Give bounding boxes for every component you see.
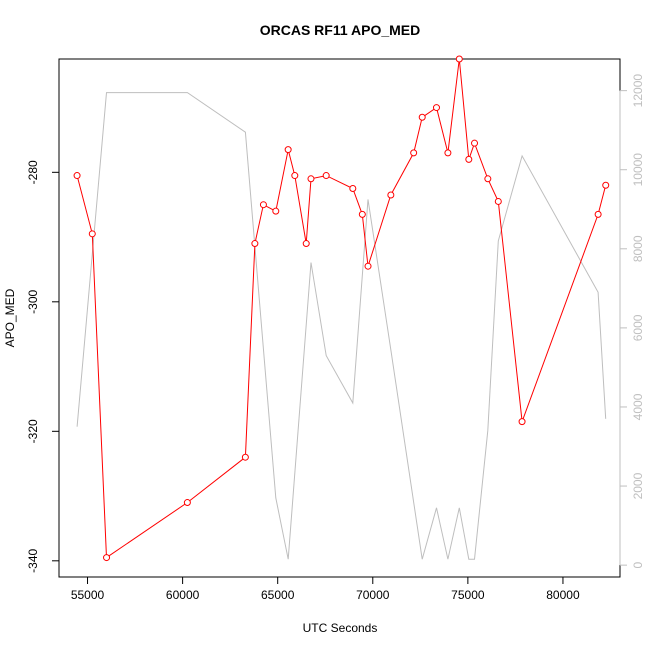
y2-tick-label: 6000 <box>631 314 645 341</box>
data-point <box>418 113 426 121</box>
data-point <box>465 155 473 163</box>
data-point <box>518 418 526 426</box>
y-tick-label: -300 <box>26 289 40 313</box>
data-point <box>455 55 463 63</box>
data-point <box>307 175 315 183</box>
y2-tick-label: 12000 <box>631 74 645 108</box>
data-point <box>444 149 452 157</box>
data-point <box>291 172 299 180</box>
data-point <box>432 104 440 112</box>
y-tick-label: -280 <box>26 160 40 184</box>
y2-tick-label: 8000 <box>631 235 645 262</box>
y-axis-label: APO_MED <box>3 288 17 347</box>
data-point <box>410 149 418 157</box>
data-point <box>471 139 479 147</box>
y-tick-label: -320 <box>26 419 40 443</box>
data-point <box>88 230 96 238</box>
y2-tick-label: 0 <box>631 561 645 568</box>
data-point <box>272 207 280 215</box>
data-point <box>602 181 610 189</box>
data-point <box>259 201 267 209</box>
y2-tick-label: 4000 <box>631 393 645 420</box>
data-point <box>251 240 259 248</box>
plot-frame <box>58 58 621 578</box>
chart-title: ORCAS RF11 APO_MED <box>260 22 421 38</box>
x-tick-label: 75000 <box>451 588 485 602</box>
data-point <box>484 175 492 183</box>
data-point <box>364 262 372 270</box>
data-point <box>349 185 357 192</box>
secondary-series-line <box>76 92 607 560</box>
x-tick-label: 65000 <box>261 588 295 602</box>
x-tick-label: 55000 <box>71 588 105 602</box>
data-point <box>358 210 366 218</box>
series-layer <box>73 55 610 562</box>
data-point <box>183 499 191 507</box>
data-point <box>241 453 249 461</box>
data-point <box>103 554 111 562</box>
y-tick-label: -340 <box>26 548 40 572</box>
x-axis-label: UTC Seconds <box>303 621 378 635</box>
data-point <box>284 146 292 154</box>
y2-tick-label: 2000 <box>631 472 645 499</box>
data-point <box>302 240 310 248</box>
x-tick-label: 80000 <box>546 588 580 602</box>
data-point <box>322 172 330 180</box>
x-tick-label: 60000 <box>166 588 200 602</box>
data-point <box>494 197 502 205</box>
primary-series-line <box>76 58 607 559</box>
y2-tick-label: 10000 <box>631 153 645 187</box>
data-point <box>73 172 81 180</box>
x-tick-label: 70000 <box>356 588 390 602</box>
axes: 55000 60000 65000 70000 75000 80000-340-320-3… <box>26 74 645 602</box>
data-point <box>594 210 602 218</box>
data-point <box>387 191 395 199</box>
